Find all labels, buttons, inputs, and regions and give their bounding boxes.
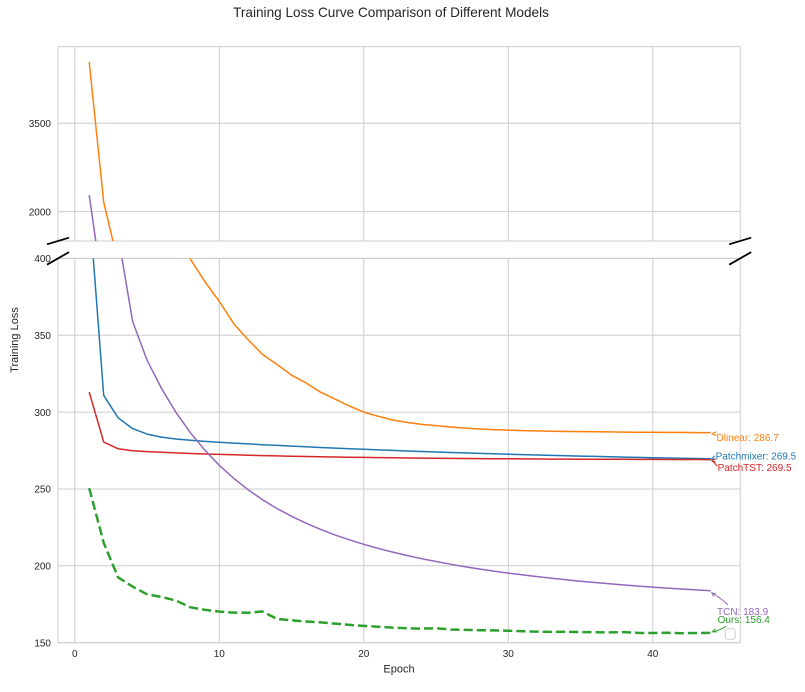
svg-text:200: 200 [34, 562, 51, 573]
svg-text:20: 20 [358, 649, 370, 660]
svg-text:Training Loss: Training Loss [9, 307, 21, 373]
svg-text:250: 250 [34, 485, 51, 496]
svg-text:0: 0 [72, 649, 78, 660]
svg-text:TCN: 183.9: TCN: 183.9 [717, 607, 769, 618]
svg-text:Patchmixer: 269.5: Patchmixer: 269.5 [716, 452, 797, 463]
svg-text:10: 10 [214, 649, 226, 660]
svg-text:Dlinear: 286.7: Dlinear: 286.7 [717, 433, 780, 444]
svg-text:PatchTST: 269.5: PatchTST: 269.5 [718, 463, 792, 474]
svg-text:Training Loss Curve Comparison: Training Loss Curve Comparison of Differ… [233, 5, 549, 20]
svg-text:40: 40 [647, 649, 659, 660]
svg-text:300: 300 [34, 408, 51, 419]
svg-text:400: 400 [34, 254, 51, 265]
svg-text:3500: 3500 [29, 119, 52, 130]
svg-text:350: 350 [34, 331, 51, 342]
svg-text:Ours: 156.4: Ours: 156.4 [718, 615, 771, 626]
svg-text:30: 30 [503, 649, 515, 660]
svg-text:2000: 2000 [29, 207, 52, 218]
svg-text:150: 150 [34, 638, 51, 649]
svg-text:Epoch: Epoch [383, 664, 414, 676]
